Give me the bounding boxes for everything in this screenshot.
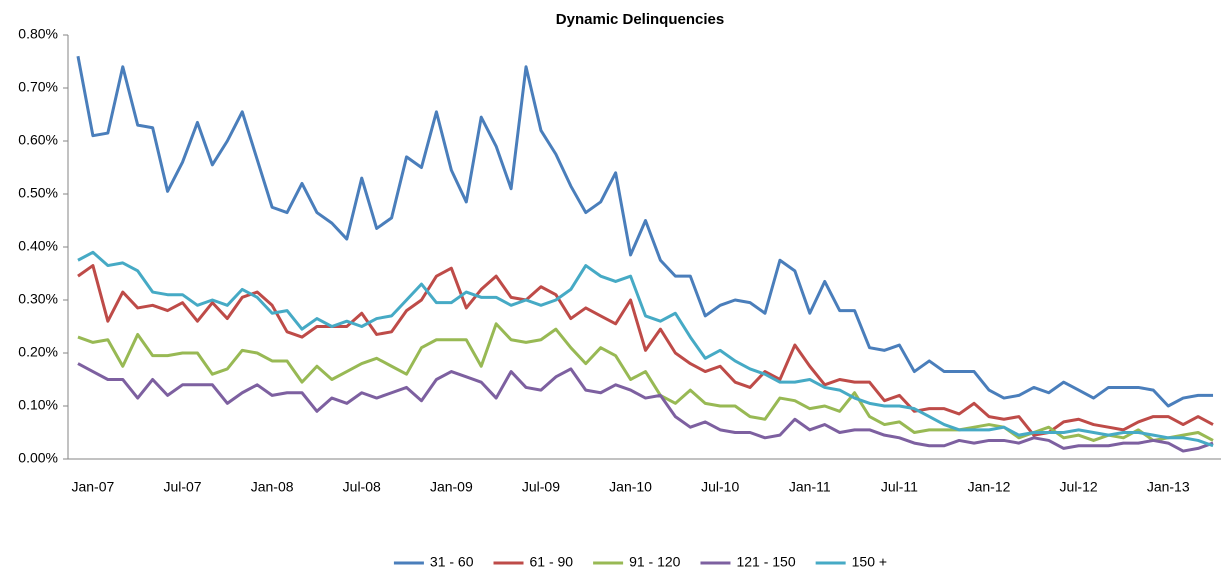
x-tick-label: Jul-12 (1060, 479, 1098, 495)
y-tick-label: 0.80% (18, 26, 58, 42)
x-tick-label: Jan-09 (430, 479, 473, 495)
legend-label: 91 - 120 (629, 554, 681, 570)
y-tick-label: 0.20% (18, 344, 58, 360)
series-line (77, 264, 1214, 437)
x-tick-label: Jul-07 (163, 479, 201, 495)
series-line (77, 250, 1214, 448)
x-tick-label: Jan-13 (1147, 479, 1190, 495)
y-tick-label: 0.00% (18, 450, 58, 466)
x-tick-label: Jan-07 (71, 479, 114, 495)
x-tick-label: Jul-09 (522, 479, 560, 495)
legend-label: 31 - 60 (430, 554, 474, 570)
legend-label: 150 + (852, 554, 887, 570)
x-tick-label: Jan-12 (968, 479, 1011, 495)
y-tick-label: 0.70% (18, 79, 58, 95)
x-tick-label: Jan-11 (789, 479, 831, 495)
y-tick-label: 0.10% (18, 397, 58, 413)
x-tick-label: Jul-10 (701, 479, 739, 495)
series-line (76, 55, 1214, 408)
chart-title: Dynamic Delinquencies (556, 11, 724, 28)
series-line (77, 362, 1214, 453)
y-tick-label: 0.50% (18, 185, 58, 201)
y-tick-label: 0.60% (18, 132, 58, 148)
y-tick-label: 0.30% (18, 291, 58, 307)
series-line (77, 322, 1214, 442)
y-tick-label: 0.40% (18, 238, 58, 254)
x-tick-label: Jul-08 (343, 479, 381, 495)
legend-label: 121 - 150 (736, 554, 795, 570)
legend-label: 61 - 90 (530, 554, 574, 570)
x-tick-label: Jan-10 (609, 479, 652, 495)
x-tick-label: Jan-08 (251, 479, 294, 495)
x-tick-label: Jul-11 (881, 479, 918, 495)
